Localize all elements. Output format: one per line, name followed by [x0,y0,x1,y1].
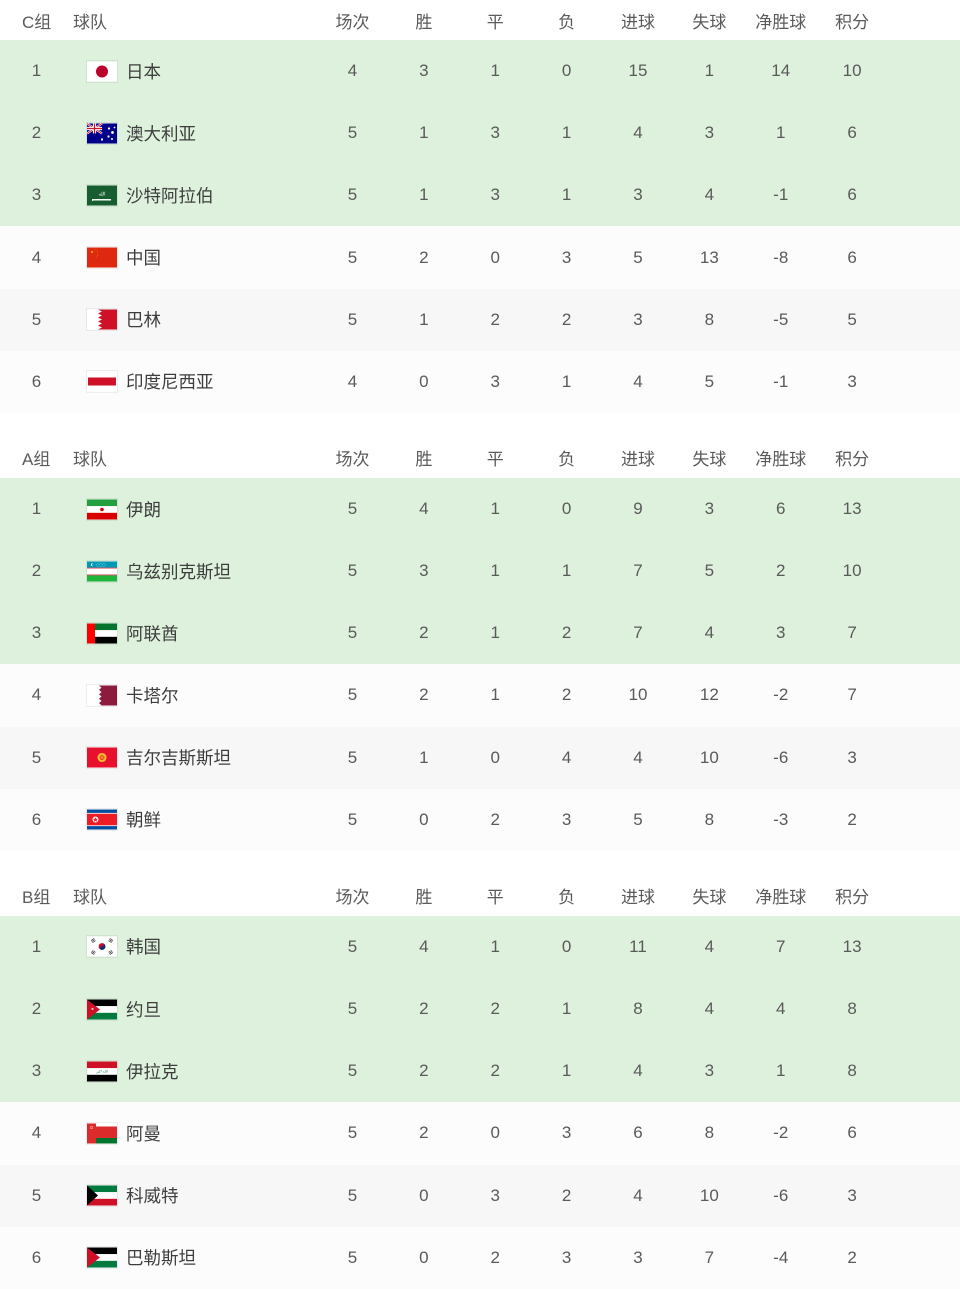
svg-text:الله اكبر: الله اكبر [95,1068,108,1073]
svg-text:الله: الله [99,191,106,197]
